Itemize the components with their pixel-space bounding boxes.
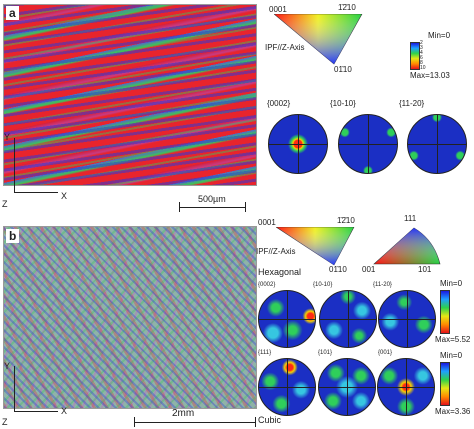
pole-figure-b-0002 — [258, 290, 316, 348]
axis-z-label-b: Z — [2, 417, 8, 427]
pole-label-b-001: {001} — [378, 350, 393, 356]
axis-y-line-a — [14, 138, 15, 192]
ipf-a-title: IPF//Z-Axis — [265, 43, 305, 52]
pole-figure-b-111 — [258, 358, 316, 416]
ipf-b-corner-1210: 1̄2̄10 — [337, 216, 355, 225]
pole-label-b-101: {101} — [318, 350, 333, 356]
colorbar-a-tick: 6 — [420, 55, 423, 61]
pole-figure-b-1010 — [319, 290, 377, 348]
axis-x-label-b: X — [61, 406, 68, 416]
cubic-label: Cubic — [258, 415, 282, 425]
ipf-b-corner-0110: 01̄10 — [329, 265, 347, 274]
colorbar-a-max: Max=13.03 — [410, 71, 450, 80]
ipf-triangle-b-cubic — [373, 227, 441, 265]
scale-bar-a-tick-left — [179, 202, 180, 212]
pole-figure-a-1010 — [338, 114, 398, 174]
scale-bar-label-a: 500µm — [198, 194, 226, 204]
pole-label-a-1010: {10-10} — [330, 99, 356, 108]
colorbar-a-tick: 10 — [420, 65, 426, 71]
pole-label-a-1120: {11-20} — [399, 99, 425, 108]
colorbar-a — [410, 42, 420, 70]
hexagonal-label: Hexagonal — [258, 267, 302, 277]
colorbar-b-cubic — [440, 362, 450, 406]
axis-y-label-b: Y — [4, 361, 11, 371]
pole-figure-b-001 — [377, 358, 435, 416]
pole-figure-a-0002 — [268, 114, 328, 174]
pole-label-b-1010: {10-10} — [313, 282, 333, 288]
scale-bar-b-tick-right — [255, 417, 256, 427]
colorbar-b-cubic-max: Max=3.36 — [435, 407, 471, 416]
colorbar-a-ticks: 2 3 4 6 8 10 — [420, 41, 430, 71]
ipf-a-corner-0001: 0001 — [269, 5, 287, 14]
scale-bar-b-tick-left — [134, 417, 135, 427]
axis-y-line-b — [14, 366, 15, 411]
ipf-a-corner-1210: 1̄2̄10 — [338, 3, 356, 12]
colorbar-a-tick: 8 — [420, 60, 423, 66]
axis-y-label-a: Y — [4, 132, 11, 142]
axis-z-label-a: Z — [2, 199, 8, 209]
axis-x-line-a — [14, 192, 58, 193]
pole-label-b-1120: {11-20} — [373, 282, 392, 288]
pole-figure-b-101 — [318, 358, 376, 416]
colorbar-a-tick: 3 — [420, 45, 423, 51]
colorbar-a-min: Min=0 — [428, 31, 451, 40]
pole-figure-b-1120 — [378, 290, 436, 348]
colorbar-b-cubic-min: Min=0 — [440, 351, 463, 360]
ipf-cubic-corner-111: 111 — [404, 214, 417, 223]
ipf-b-title: IPF//Z-Axis — [256, 247, 296, 256]
scale-bar-a-tick-right — [245, 202, 246, 212]
colorbar-b-hex-max: Max=5.52 — [435, 335, 471, 344]
colorbar-a-tick: 2 — [420, 40, 423, 46]
ebsd-map-b — [3, 226, 257, 409]
panel-label-b: b — [6, 229, 20, 243]
axis-x-label-a: X — [61, 191, 68, 201]
ipf-a-corner-0110: 01̄10 — [334, 65, 352, 74]
axis-x-line-b — [14, 411, 58, 412]
pole-label-b-111: {111} — [258, 350, 272, 356]
ipf-cubic-corner-101: 101 — [418, 265, 432, 274]
scale-bar-a — [179, 207, 245, 208]
colorbar-b-hex-min: Min=0 — [440, 279, 463, 288]
scale-bar-label-b: 2mm — [172, 408, 195, 419]
ipf-triangle-a — [274, 14, 363, 65]
pole-label-b-0002: {0002} — [258, 282, 276, 288]
ipf-cubic-corner-001: 001 — [362, 265, 376, 274]
panel-label-a: a — [6, 6, 19, 20]
scale-bar-b — [134, 422, 256, 423]
ipf-triangle-b-hex — [276, 227, 355, 266]
ipf-b-corner-0001: 0001 — [258, 218, 276, 227]
pole-figure-a-1120 — [407, 114, 467, 174]
ebsd-map-a — [3, 4, 257, 186]
colorbar-a-tick: 4 — [420, 50, 423, 56]
pole-label-a-0002: {0002} — [267, 99, 291, 108]
colorbar-b-hex — [440, 290, 450, 334]
